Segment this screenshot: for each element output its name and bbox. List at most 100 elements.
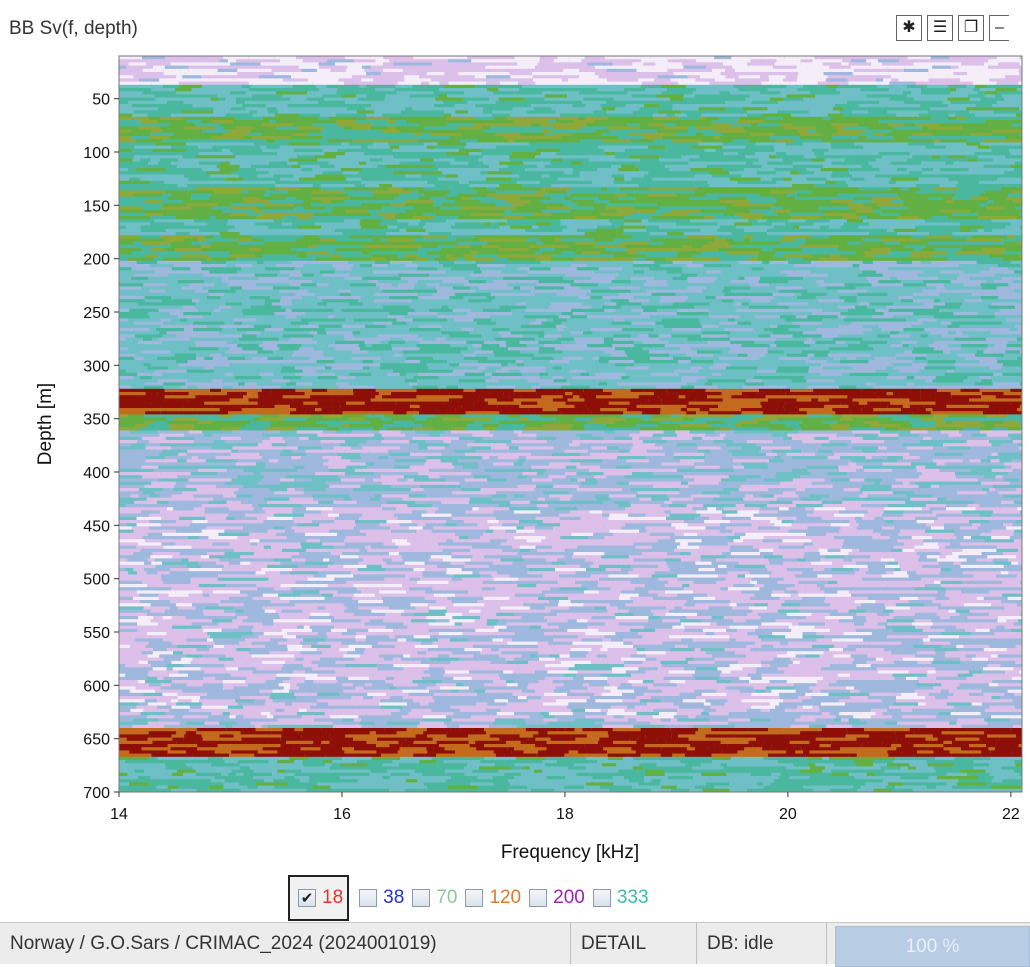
heatmap-cell: [648, 334, 659, 338]
heatmap-cell: [732, 203, 750, 207]
heatmap-cell: [722, 142, 750, 146]
heatmap-cell: [785, 203, 809, 207]
echogram-chart: 5010015020025030035040045050055060065070…: [35, 55, 1023, 863]
heatmap-cell: [366, 315, 388, 319]
heatmap-cell: [756, 369, 777, 374]
heatmap-cell: [352, 75, 376, 79]
heatmap-cell: [987, 126, 1017, 130]
heatmap-cell: [852, 267, 860, 271]
menu-icon[interactable]: ☰: [927, 15, 953, 41]
heatmap-cell: [230, 62, 261, 66]
heatmap-area[interactable]: [119, 56, 1022, 793]
heatmap-cell: [797, 56, 815, 60]
heatmap-cell: [539, 372, 548, 377]
heatmap-cell: [510, 318, 536, 322]
heatmap-cell: [459, 363, 482, 367]
heatmap-cell: [961, 129, 993, 134]
heatmap-cell: [282, 94, 308, 98]
heatmap-cell: [162, 299, 193, 303]
heatmap-cell: [119, 308, 130, 313]
heatmap-cell: [150, 132, 173, 137]
heatmap-cell: [417, 88, 439, 92]
heatmap-cell: [597, 88, 624, 92]
heatmap-cell: [836, 238, 863, 242]
heatmap-cell: [461, 328, 474, 332]
heatmap-cell: [443, 100, 468, 105]
heatmap-cell: [544, 94, 567, 98]
heatmap-cell: [119, 184, 136, 188]
heatmap-cell: [696, 88, 709, 92]
heatmap-cell: [764, 382, 794, 386]
heatmap-cell: [296, 59, 303, 63]
heatmap-cell: [162, 129, 183, 134]
heatmap-cell: [618, 190, 648, 194]
restore-icon[interactable]: ❐: [958, 15, 984, 41]
heatmap-cell: [187, 145, 198, 150]
heatmap-cell: [344, 56, 370, 60]
heatmap-cell: [739, 206, 770, 210]
heatmap-cell: [526, 238, 539, 242]
heatmap-cell: [139, 360, 160, 364]
heatmap-cell: [904, 350, 912, 354]
heatmap-cell: [788, 260, 811, 265]
heatmap-cell: [920, 104, 937, 108]
heatmap-cell: [860, 340, 887, 345]
heatmap-cell: [380, 270, 406, 274]
heatmap-cell: [761, 113, 792, 118]
heatmap-cell: [524, 232, 533, 236]
heatmap-cell: [678, 171, 710, 175]
heatmap-cell: [706, 238, 715, 242]
heatmap-cell: [436, 136, 449, 140]
heatmap-cell: [244, 382, 257, 386]
heatmap-cell: [881, 209, 904, 214]
heatmap-cell: [274, 113, 300, 118]
heatmap-cell: [697, 340, 708, 345]
heatmap-cell: [227, 315, 239, 319]
heatmap-cell: [438, 88, 457, 92]
gear-icon[interactable]: ✱: [896, 15, 922, 41]
heatmap-cell: [238, 219, 259, 223]
heatmap-cell: [913, 312, 927, 316]
heatmap-cell: [539, 382, 571, 386]
heatmap-cell: [996, 81, 1019, 86]
heatmap-cell: [190, 337, 223, 342]
heatmap-cell: [998, 120, 1007, 124]
heatmap-cell: [401, 267, 417, 271]
heatmap-cell: [952, 196, 971, 201]
heatmap-cell: [842, 382, 856, 386]
heatmap-cell: [418, 196, 430, 201]
heatmap-cell: [962, 302, 985, 306]
heatmap-cell: [655, 62, 683, 66]
heatmap-cell: [336, 56, 345, 60]
heatmap-cell: [895, 286, 926, 290]
minimize-icon[interactable]: ‒: [989, 15, 1009, 41]
heatmap-cell: [1014, 161, 1022, 166]
heatmap-cell: [922, 168, 934, 172]
heatmap-cell: [287, 161, 298, 166]
heatmap-cell: [1015, 232, 1022, 236]
heatmap-cell: [474, 305, 484, 310]
heatmap-cell: [730, 123, 751, 127]
heatmap-cell: [874, 65, 888, 70]
heatmap-cell: [277, 152, 293, 156]
heatmap-cell: [841, 372, 850, 377]
heatmap-cell: [150, 248, 164, 252]
heatmap-cell: [978, 145, 990, 150]
heatmap-cell: [183, 312, 212, 316]
heatmap-cell: [474, 254, 497, 258]
heatmap-cell: [471, 366, 478, 370]
heatmap-cell: [976, 241, 1005, 246]
heatmap-cell: [648, 75, 658, 79]
heatmap-cell: [735, 196, 747, 201]
heatmap-cell: [992, 129, 1009, 134]
heatmap-cell: [246, 331, 260, 335]
heatmap-cell: [307, 289, 338, 294]
heatmap-cell: [194, 219, 214, 223]
heatmap-cell: [810, 91, 840, 95]
heatmap-cell: [818, 241, 848, 246]
heatmap-cell: [603, 270, 619, 274]
heatmap-cell: [629, 155, 660, 159]
heatmap-cell: [454, 158, 479, 162]
heatmap-cell: [366, 270, 374, 274]
heatmap-cell: [594, 244, 626, 249]
